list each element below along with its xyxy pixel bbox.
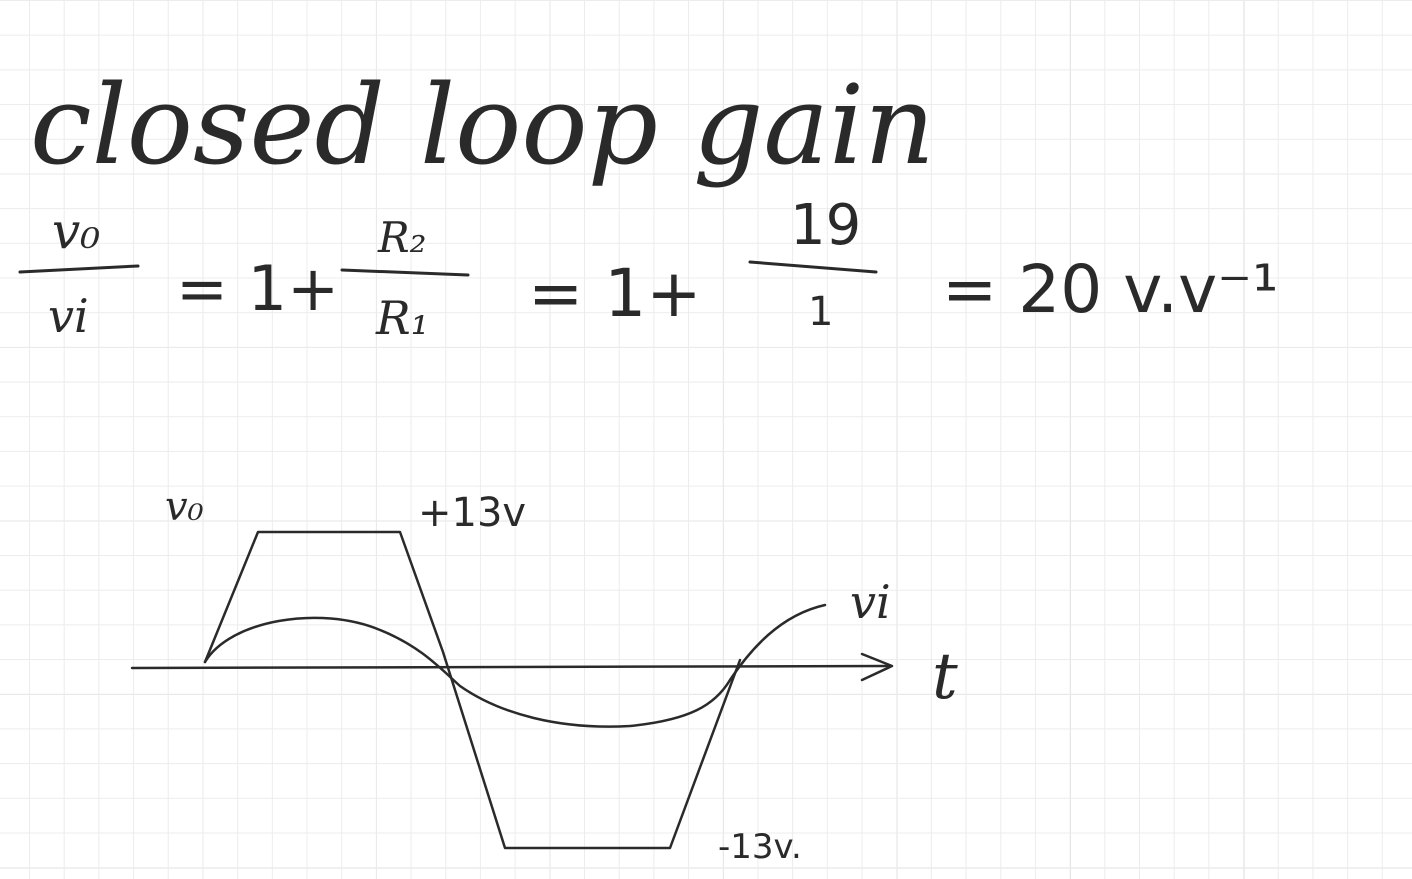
notes-title: closed loop gain (30, 61, 935, 189)
output-waveform (203, 530, 742, 850)
time-axis (130, 664, 890, 670)
eq-fraction-bar-2 (340, 268, 470, 277)
eq-result: = 20 v.v⁻¹ (942, 251, 1279, 328)
eq-step1: = 1+ (176, 252, 339, 325)
label-vo: v₀ (165, 484, 204, 530)
label-pos-saturation: +13v (418, 490, 526, 536)
input-waveform (203, 603, 827, 728)
label-time: t (932, 640, 958, 714)
eq-1-denominator: 1 (808, 289, 833, 335)
eq-vo-numerator: v₀ (52, 202, 100, 260)
eq-fraction-bar-3 (748, 260, 878, 274)
eq-r1-denominator: R₁ (375, 291, 429, 345)
eq-fraction-bar-1 (18, 264, 140, 274)
eq-r2-numerator: R₂ (377, 213, 426, 262)
eq-vi-denominator: vi (48, 289, 89, 343)
eq-step2: = 1+ (528, 255, 702, 332)
label-vi: vi (850, 575, 891, 629)
eq-19-numerator: 19 (790, 193, 861, 258)
label-neg-saturation: -13v. (718, 827, 802, 867)
time-axis-arrow-icon (860, 652, 894, 682)
